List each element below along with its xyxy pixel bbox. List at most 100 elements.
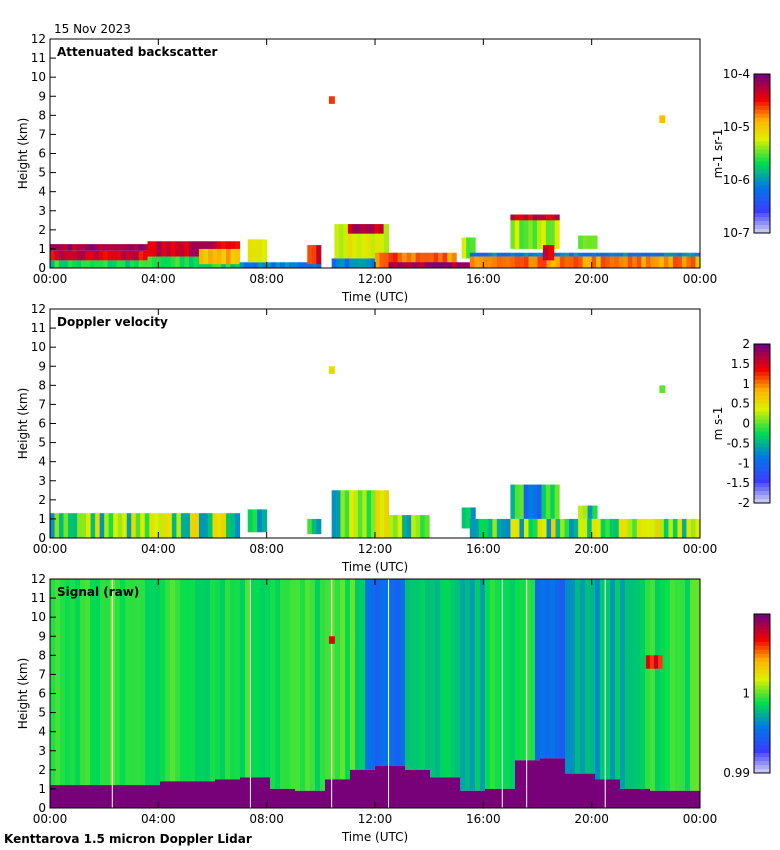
y-tick-label: 0 — [38, 801, 46, 815]
colorbar-swatch — [754, 117, 770, 123]
heatmap-cell — [605, 256, 611, 268]
colorbar-swatch — [754, 205, 770, 210]
heatmap-cell — [659, 115, 666, 123]
heatmap-cell — [176, 513, 182, 538]
heatmap-cell — [630, 788, 636, 808]
heatmap-cell — [357, 490, 363, 538]
colorbar-swatch — [754, 685, 770, 691]
heatmap-cell — [393, 515, 399, 538]
heatmap-cell — [519, 256, 525, 268]
heatmap-cell — [554, 484, 560, 519]
colorbar-swatch — [754, 399, 770, 405]
heatmap-cell — [523, 214, 529, 221]
heatmap-cell — [470, 507, 476, 529]
heatmap-cell — [356, 224, 362, 259]
heatmap-cell — [60, 579, 66, 786]
heatmap-cell — [475, 790, 481, 808]
heatmap-cell — [175, 241, 181, 257]
heatmap-cell — [55, 785, 61, 808]
heatmap-cell — [85, 260, 91, 268]
heatmap-cell — [226, 513, 232, 538]
heatmap-cell — [340, 490, 346, 538]
heatmap-cell — [240, 579, 246, 778]
heatmap-cell — [54, 250, 60, 261]
heatmap-cell — [625, 788, 631, 808]
heatmap-cell — [636, 518, 642, 538]
heatmap-cell — [460, 790, 466, 808]
heatmap-cell — [388, 252, 394, 268]
heatmap-cell — [54, 513, 60, 538]
colorbar-swatch — [754, 697, 770, 702]
heatmap-cell — [353, 258, 359, 268]
heatmap-cell — [402, 262, 408, 268]
colorbar-swatch — [754, 753, 770, 758]
heatmap-cell — [397, 515, 403, 538]
heatmap-cell — [582, 252, 588, 257]
heatmap-cell — [519, 484, 525, 519]
heatmap-cell — [660, 790, 666, 808]
heatmap-cell — [514, 484, 520, 519]
heatmap-cell — [650, 579, 656, 791]
heatmap-cell — [551, 518, 557, 538]
heatmap-cell — [215, 579, 221, 780]
colorbar-label: m s-1 — [711, 407, 725, 441]
colorbar-tick-label: 1.5 — [731, 357, 750, 371]
heatmap-cell — [140, 579, 146, 786]
colorbar-swatch — [754, 149, 770, 154]
heatmap-cell — [505, 788, 511, 808]
heatmap-cell — [695, 256, 701, 268]
heatmap-cell — [275, 579, 281, 789]
colorbar-swatch — [754, 383, 770, 389]
x-tick-label: 12:00 — [358, 542, 393, 556]
heatmap-cell — [245, 777, 251, 808]
heatmap-cell — [519, 214, 525, 249]
heatmap-cell — [344, 258, 350, 268]
heatmap-cell — [340, 779, 346, 808]
panel-title: Attenuated backscatter — [57, 45, 217, 59]
heatmap-cell — [496, 518, 502, 538]
x-axis-label: Time (UTC) — [341, 830, 408, 844]
x-tick-label: 00:00 — [33, 542, 68, 556]
heatmap-cell — [560, 518, 566, 538]
colorbar-swatch — [754, 217, 770, 222]
heatmap-cell — [240, 777, 246, 808]
heatmap-cell — [76, 244, 82, 251]
heatmap-cell — [523, 252, 529, 257]
heatmap-cell — [670, 790, 676, 808]
heatmap-cell — [410, 579, 416, 770]
heatmap-cell — [285, 579, 291, 789]
heatmap-cell — [541, 484, 547, 519]
colorbar-swatch — [754, 193, 770, 198]
heatmap-cell — [284, 262, 290, 268]
colorbar-swatch — [754, 93, 770, 99]
y-tick-label: 9 — [38, 629, 46, 643]
heatmap-cell — [384, 224, 390, 259]
heatmap-cell — [152, 256, 158, 268]
heatmap-cell — [170, 241, 176, 257]
heatmap-cell — [261, 239, 268, 263]
heatmap-cell — [307, 245, 313, 265]
colorbar-swatch — [754, 391, 770, 397]
heatmap-cell — [665, 579, 671, 791]
heatmap-cell — [695, 579, 701, 791]
colorbar-swatch — [754, 379, 770, 385]
heatmap-cell — [672, 252, 678, 257]
y-tick-label: 7 — [38, 667, 46, 681]
heatmap-cell — [353, 490, 359, 538]
heatmap-cell — [445, 579, 451, 778]
heatmap-cell — [600, 252, 606, 257]
colorbar-swatch — [754, 415, 770, 421]
heatmap-cell — [212, 513, 218, 538]
heatmap-cell — [430, 579, 436, 778]
heatmap-cell — [609, 256, 615, 268]
heatmap-cell — [395, 766, 401, 808]
heatmap-cell — [75, 579, 81, 786]
colorbar-tick-label: 2 — [742, 337, 750, 351]
y-tick-label: 7 — [38, 397, 46, 411]
heatmap-cell — [85, 579, 91, 786]
heatmap-cell — [63, 260, 69, 268]
panel-title: Signal (raw) — [57, 585, 139, 599]
heatmap-cell — [474, 252, 480, 257]
heatmap-cell — [285, 788, 291, 808]
y-tick-label: 3 — [38, 474, 46, 488]
